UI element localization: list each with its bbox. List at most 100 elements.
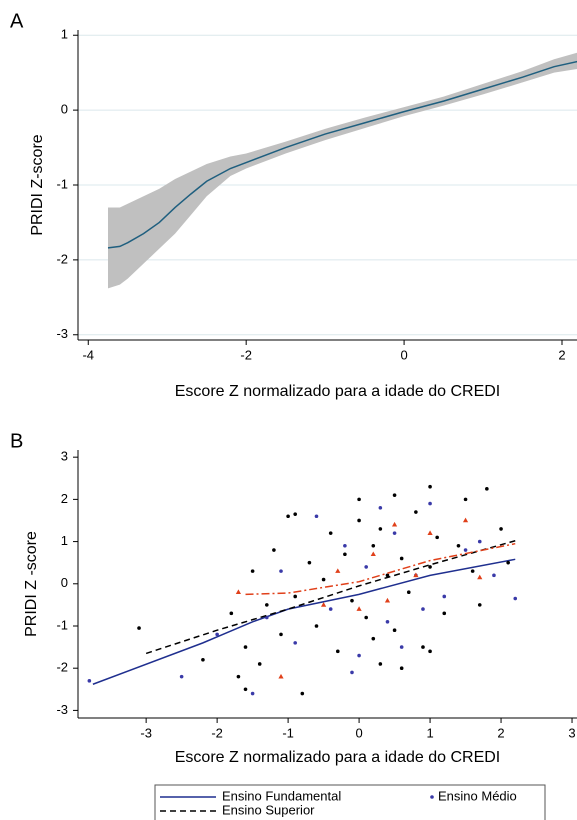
- x-tick-label: 0: [355, 725, 362, 740]
- legend-label: Ensino Médio: [438, 788, 517, 803]
- point: [335, 568, 341, 573]
- x-tick-label: -2: [240, 347, 252, 362]
- panel: A -3 -2 -1 0 1 -4 -2 0 2 Escore Z normalizado para…: [10, 10, 577, 400]
- y-tick-label: 1: [61, 533, 68, 548]
- legend-box: [154, 784, 546, 820]
- x-tick-label: 2: [497, 725, 504, 740]
- point: [328, 531, 333, 535]
- point: [485, 487, 489, 491]
- line: [245, 542, 516, 596]
- point: [413, 572, 419, 578]
- point: [257, 662, 262, 666]
- point: [470, 569, 475, 573]
- x-axis-label: Escore Z normalizado para a idade do CRE…: [175, 749, 501, 766]
- point: [370, 551, 376, 557]
- point: [378, 527, 383, 531]
- point: [456, 544, 461, 548]
- x-tick-label: -2: [211, 725, 223, 740]
- point: [321, 577, 326, 582]
- point: [399, 645, 404, 649]
- point: [513, 596, 518, 601]
- point: [378, 506, 383, 510]
- point: [179, 674, 184, 679]
- point: [236, 674, 241, 679]
- point: [384, 597, 391, 603]
- point: [320, 602, 327, 607]
- point: [235, 589, 242, 595]
- legend: Ensino Fundamental Ensino Médio Ensino Sup…: [154, 784, 546, 820]
- point: [492, 573, 496, 578]
- point: [428, 649, 432, 654]
- confidence-band: [108, 52, 577, 289]
- x-tick-label: -1: [282, 725, 294, 740]
- point: [428, 501, 432, 506]
- point: [364, 615, 368, 620]
- point: [328, 607, 333, 611]
- line: [107, 60, 577, 249]
- point: [357, 518, 361, 523]
- y-tick-label: -1: [56, 617, 68, 632]
- point: [293, 512, 298, 516]
- point: [399, 556, 404, 561]
- y-tick-label: 3: [61, 449, 68, 464]
- x-tick-label: 1: [426, 725, 433, 740]
- point: [421, 645, 425, 649]
- line: [145, 540, 516, 655]
- point: [442, 611, 447, 616]
- point: [350, 670, 354, 675]
- point: [350, 598, 354, 603]
- x-axis-label: Escore Z normalizado para a idade do CRE…: [175, 383, 501, 400]
- point: [371, 636, 376, 641]
- point: [307, 560, 312, 565]
- point: [293, 594, 298, 599]
- point: [286, 514, 290, 519]
- point: [442, 594, 447, 599]
- point: [385, 619, 390, 624]
- point: [229, 611, 234, 616]
- point: [279, 569, 283, 573]
- panel-label: B: [10, 430, 23, 452]
- y-axis-label: PRIDI Z -score: [23, 531, 40, 637]
- panel: B -3 -2 -1 0 1 2 3 -3 -2 -1 0 1 2 3 Escore Z normalizad…: [10, 430, 577, 766]
- point: [243, 645, 248, 649]
- point: [385, 573, 390, 578]
- legend-label: Ensino Superior: [222, 802, 315, 817]
- point: [300, 691, 305, 696]
- y-tick-label: 2: [61, 491, 68, 506]
- point: [265, 603, 269, 607]
- point: [406, 590, 411, 595]
- point: [371, 544, 376, 548]
- y-tick-label: -2: [56, 251, 68, 266]
- point: [357, 497, 361, 502]
- point: [462, 517, 469, 523]
- x-tick-label: 0: [400, 347, 407, 362]
- point: [392, 628, 397, 633]
- point: [356, 606, 362, 611]
- point: [265, 615, 269, 620]
- x-tick-label: -3: [140, 725, 152, 740]
- y-tick-label: -3: [56, 326, 68, 341]
- point: [477, 539, 482, 544]
- point: [392, 493, 397, 497]
- point: [278, 673, 284, 679]
- y-axis-label: PRIDI Z-score: [29, 134, 46, 235]
- point: [314, 624, 319, 628]
- point: [293, 641, 298, 645]
- point: [399, 666, 404, 670]
- line: [92, 558, 516, 685]
- y-tick-label: 1: [61, 27, 68, 42]
- y-tick-label: -3: [56, 702, 68, 717]
- point: [392, 531, 397, 535]
- point: [477, 603, 482, 607]
- point: [357, 653, 361, 658]
- point: [435, 535, 439, 540]
- point: [137, 626, 141, 630]
- y-tick-label: 0: [61, 102, 68, 117]
- point: [421, 607, 425, 611]
- point: [414, 510, 418, 514]
- point: [391, 521, 398, 527]
- point: [499, 527, 503, 531]
- point: [314, 514, 319, 519]
- point: [335, 649, 340, 654]
